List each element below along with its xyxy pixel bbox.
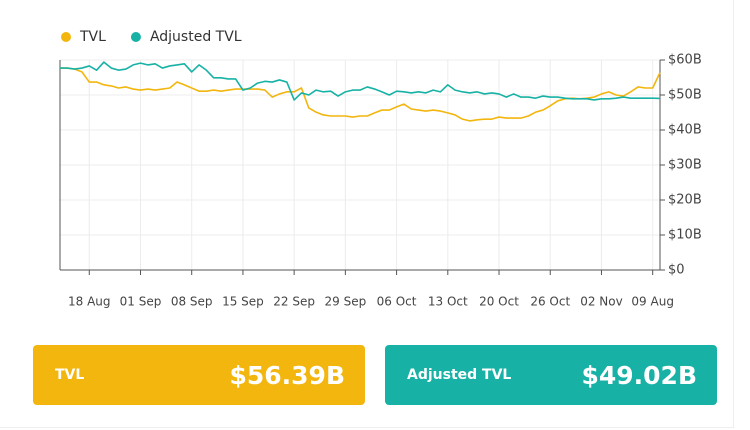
tvl-card: TVL $56.39B: [33, 345, 365, 405]
card-value: $56.39B: [229, 360, 345, 390]
x-tick-label: 29 Sep: [325, 295, 367, 309]
y-tick-label: $60B: [668, 53, 702, 68]
x-tick-label: 09 Aug: [631, 295, 674, 309]
x-tick-label: 13 Oct: [428, 295, 468, 309]
y-tick-label: $0: [668, 263, 685, 278]
legend-swatch: [130, 32, 141, 42]
x-tick-label: 08 Sep: [171, 295, 213, 309]
x-tick-label: 02 Nov: [580, 295, 623, 309]
x-tick-label: 01 Sep: [120, 295, 162, 309]
line-series: [60, 61, 661, 101]
x-tick-label: 18 Aug: [68, 295, 111, 309]
x-tick-label: 26 Oct: [530, 295, 570, 309]
y-tick-label: $30B: [668, 158, 702, 173]
adjusted-tvl-card: Adjusted TVL $49.02B: [385, 345, 717, 405]
card-label: TVL: [55, 367, 85, 383]
line-series: [60, 67, 661, 122]
legend-swatch: [61, 32, 71, 42]
x-tick-label: 15 Sep: [222, 295, 264, 309]
panel-border: [0, 0, 734, 428]
x-tick-label: 20 Oct: [479, 295, 519, 309]
y-tick-label: $40B: [668, 123, 702, 138]
card-value: $49.02B: [581, 360, 697, 390]
legend-label: TVL: [79, 29, 106, 45]
y-tick-label: $10B: [668, 228, 702, 243]
y-tick-label: $20B: [668, 193, 702, 208]
x-tick-label: 06 Oct: [377, 295, 417, 309]
card-label: Adjusted TVL: [407, 367, 512, 383]
legend-label: Adjusted TVL: [150, 29, 242, 45]
x-tick-label: 22 Sep: [273, 295, 315, 309]
y-tick-label: $50B: [668, 88, 702, 103]
